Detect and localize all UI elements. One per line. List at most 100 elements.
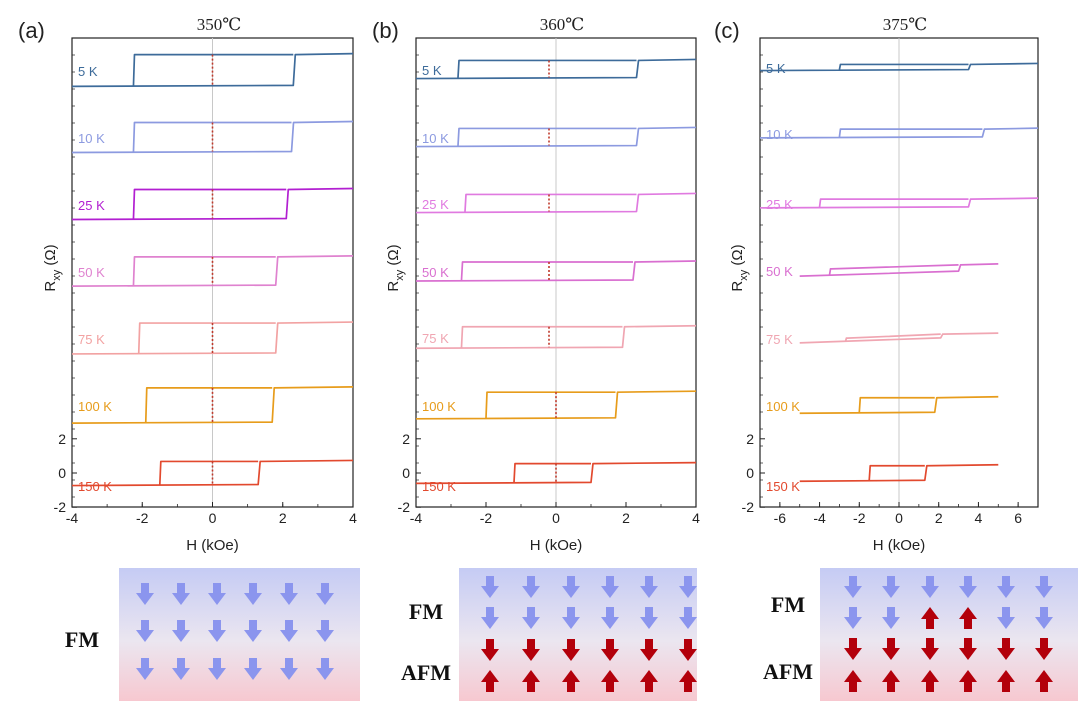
spin-down-arrow-icon [172, 583, 190, 605]
spin-down-arrow-icon [172, 620, 190, 642]
spin-down-arrow-icon [280, 583, 298, 605]
spin-up-arrow-icon [844, 670, 862, 692]
y-axis-label-unit: (Ω) [385, 244, 402, 269]
spin-down-arrow-icon [640, 639, 658, 661]
trace-label: 50 K [78, 265, 105, 280]
y-axis-label: Rxy (Ω) [42, 244, 63, 291]
spin-down-arrow-icon [244, 658, 262, 680]
spin-down-arrow-icon [208, 658, 226, 680]
trace-label: 5 K [78, 64, 98, 79]
spin-up-arrow-icon [679, 670, 697, 692]
spin-down-arrow-icon [316, 658, 334, 680]
hysteresis-trace [759, 62, 1039, 72]
y-axis-label-unit: (Ω) [42, 244, 59, 269]
hysteresis-trace [799, 463, 999, 483]
spin-up-arrow-icon [997, 670, 1015, 692]
panel-label: (c) [714, 18, 740, 43]
x-tick-label: 0 [895, 510, 903, 526]
x-tick-label: -2 [480, 510, 493, 526]
x-axis-label: H (kOe) [530, 537, 583, 554]
panel-label: (b) [372, 18, 399, 43]
y-tick-label: -2 [398, 499, 411, 515]
trace-label: 150 K [766, 479, 800, 494]
y-axis-label: Rxy (Ω) [729, 244, 750, 291]
y-tick-label: 0 [58, 465, 66, 481]
x-tick-label: 2 [622, 510, 630, 526]
spin-down-arrow-icon [679, 639, 697, 661]
spin-up-arrow-icon [959, 670, 977, 692]
trace-label: 100 K [422, 399, 456, 414]
spin-down-arrow-icon [959, 576, 977, 598]
spin-up-arrow-icon [1035, 670, 1053, 692]
spin-up-arrow-icon [921, 670, 939, 692]
y-axis-label-sub: xy [51, 269, 63, 281]
spin-down-arrow-icon [1035, 576, 1053, 598]
spin-down-arrow-icon [280, 620, 298, 642]
trace-label: 25 K [78, 198, 105, 213]
panel-label: (a) [18, 18, 45, 43]
spin-down-arrow-icon [882, 607, 900, 629]
spin-diagram-c: FM AFM [763, 568, 1078, 701]
spin-down-arrow-icon [844, 576, 862, 598]
spin-down-arrow-icon [208, 620, 226, 642]
spin-down-arrow-icon [136, 583, 154, 605]
x-tick-label: 0 [552, 510, 560, 526]
hysteresis-trace [71, 120, 354, 154]
x-tick-label: 2 [279, 510, 287, 526]
x-tick-label: -4 [813, 510, 826, 526]
spin-down-arrow-icon [844, 638, 862, 660]
spin-background [820, 568, 1078, 701]
spin-up-arrow-icon [481, 670, 499, 692]
spin-down-arrow-icon [959, 638, 977, 660]
trace-label: 50 K [422, 265, 449, 280]
spin-down-arrow-icon [679, 576, 697, 598]
x-tick-label: -6 [774, 510, 787, 526]
y-axis-label-main: R [385, 281, 402, 292]
hysteresis-trace [799, 395, 999, 415]
x-tick-label: 0 [209, 510, 217, 526]
y-tick-label: 2 [402, 431, 410, 447]
magnetic-order-label: AFM [763, 659, 813, 684]
spin-down-arrow-icon [679, 607, 697, 629]
spin-down-arrow-icon [997, 576, 1015, 598]
y-tick-label: 2 [746, 431, 754, 447]
spin-down-arrow-icon [280, 658, 298, 680]
spin-down-arrow-icon [136, 620, 154, 642]
trace-label: 10 K [422, 131, 449, 146]
y-tick-label: -2 [742, 499, 755, 515]
x-axis-label: H (kOe) [186, 537, 239, 554]
y-axis-label-main: R [729, 281, 746, 292]
spin-down-arrow-icon [882, 576, 900, 598]
trace-label: 75 K [422, 331, 449, 346]
y-tick-label: 0 [402, 465, 410, 481]
spin-down-arrow-icon [244, 620, 262, 642]
spin-down-arrow-icon [1035, 638, 1053, 660]
y-axis-label-sub: xy [394, 269, 406, 281]
spin-down-arrow-icon [562, 639, 580, 661]
spin-up-arrow-icon [562, 670, 580, 692]
spin-down-arrow-icon [882, 638, 900, 660]
spin-down-arrow-icon [640, 576, 658, 598]
trace-label: 5 K [766, 61, 786, 76]
x-tick-label: -4 [66, 510, 79, 526]
hysteresis-trace [415, 390, 697, 420]
y-axis-label-sub: xy [738, 269, 750, 281]
spin-up-arrow-icon [522, 670, 540, 692]
spin-down-arrow-icon [136, 658, 154, 680]
spin-down-arrow-icon [844, 607, 862, 629]
spin-down-arrow-icon [522, 639, 540, 661]
y-tick-label: 0 [746, 465, 754, 481]
trace-label: 10 K [766, 127, 793, 142]
trace-label: 100 K [766, 399, 800, 414]
spin-down-arrow-icon [601, 576, 619, 598]
spin-background [459, 568, 697, 701]
hysteresis-trace [759, 197, 1039, 209]
magnetic-order-label: FM [65, 627, 99, 652]
spin-down-arrow-icon [562, 607, 580, 629]
hysteresis-trace [71, 386, 354, 424]
